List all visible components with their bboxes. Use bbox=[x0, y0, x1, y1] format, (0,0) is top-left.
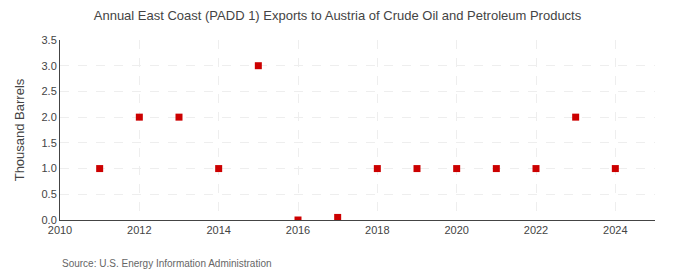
svg-text:0.5: 0.5 bbox=[42, 188, 57, 200]
svg-text:2024: 2024 bbox=[603, 224, 627, 236]
svg-text:2020: 2020 bbox=[444, 224, 468, 236]
svg-text:3.5: 3.5 bbox=[42, 34, 57, 46]
svg-text:2.5: 2.5 bbox=[42, 85, 57, 97]
svg-text:Source: U.S. Energy Informatio: Source: U.S. Energy Information Administ… bbox=[62, 258, 272, 269]
svg-text:2010: 2010 bbox=[48, 224, 72, 236]
svg-text:1.0: 1.0 bbox=[42, 162, 57, 174]
svg-text:2018: 2018 bbox=[365, 224, 389, 236]
svg-text:3.0: 3.0 bbox=[42, 60, 57, 72]
svg-text:1.5: 1.5 bbox=[42, 137, 57, 149]
svg-text:0.0: 0.0 bbox=[42, 214, 57, 226]
svg-text:2022: 2022 bbox=[524, 224, 548, 236]
svg-text:2012: 2012 bbox=[127, 224, 151, 236]
svg-text:2.0: 2.0 bbox=[42, 111, 57, 123]
svg-text:Annual East Coast (PADD 1) Exp: Annual East Coast (PADD 1) Exports to Au… bbox=[94, 8, 582, 23]
svg-text:2016: 2016 bbox=[286, 224, 310, 236]
svg-text:2014: 2014 bbox=[206, 224, 230, 236]
svg-text:Thousand Barrels: Thousand Barrels bbox=[12, 78, 27, 181]
